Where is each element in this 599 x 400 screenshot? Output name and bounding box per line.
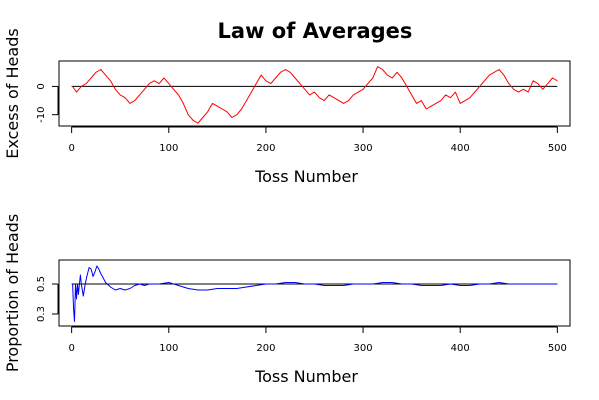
- proportion-x-tick-label: 200: [256, 343, 275, 354]
- proportion-x-tick-label: 100: [159, 343, 178, 354]
- proportion-y-tick-label: 0.3: [36, 306, 47, 322]
- proportion-x-tick-label: 400: [451, 343, 470, 354]
- proportion-x-tick-label: 300: [354, 343, 373, 354]
- proportion-y-axis-title: Proportion of Heads: [3, 214, 22, 372]
- excess-y-tick-label: -10: [36, 107, 47, 123]
- proportion-x-tick-label: 500: [548, 343, 567, 354]
- excess-x-tick-label: 500: [548, 143, 567, 154]
- figure-title: Law of Averages: [218, 19, 413, 43]
- proportion-series-line: [72, 265, 558, 322]
- proportion-y-tick-label: 0.5: [36, 276, 47, 292]
- excess-of-heads-panel: 0 100 200 300 400 500 -10 0 Toss Number Excess of…: [3, 28, 571, 186]
- excess-x-tick-label: 100: [159, 143, 178, 154]
- excess-plot-frame: [58, 60, 571, 127]
- proportion-x-axis-title: Toss Number: [254, 367, 358, 386]
- proportion-plot-frame: [58, 259, 571, 327]
- excess-series-line: [72, 66, 558, 124]
- excess-x-tick-label: 400: [451, 143, 470, 154]
- proportion-x-tick-label: 0: [68, 343, 74, 354]
- excess-x-axis-title: Toss Number: [254, 167, 358, 186]
- excess-x-tick-label: 200: [256, 143, 275, 154]
- excess-x-tick-label: 300: [354, 143, 373, 154]
- excess-x-tick-label: 0: [68, 143, 74, 154]
- excess-y-tick-label: 0: [36, 83, 47, 89]
- proportion-of-heads-panel: 0 100 200 300 400 500 0.3 0.5 Toss Number Proport…: [3, 214, 571, 386]
- excess-y-axis-title: Excess of Heads: [3, 28, 22, 158]
